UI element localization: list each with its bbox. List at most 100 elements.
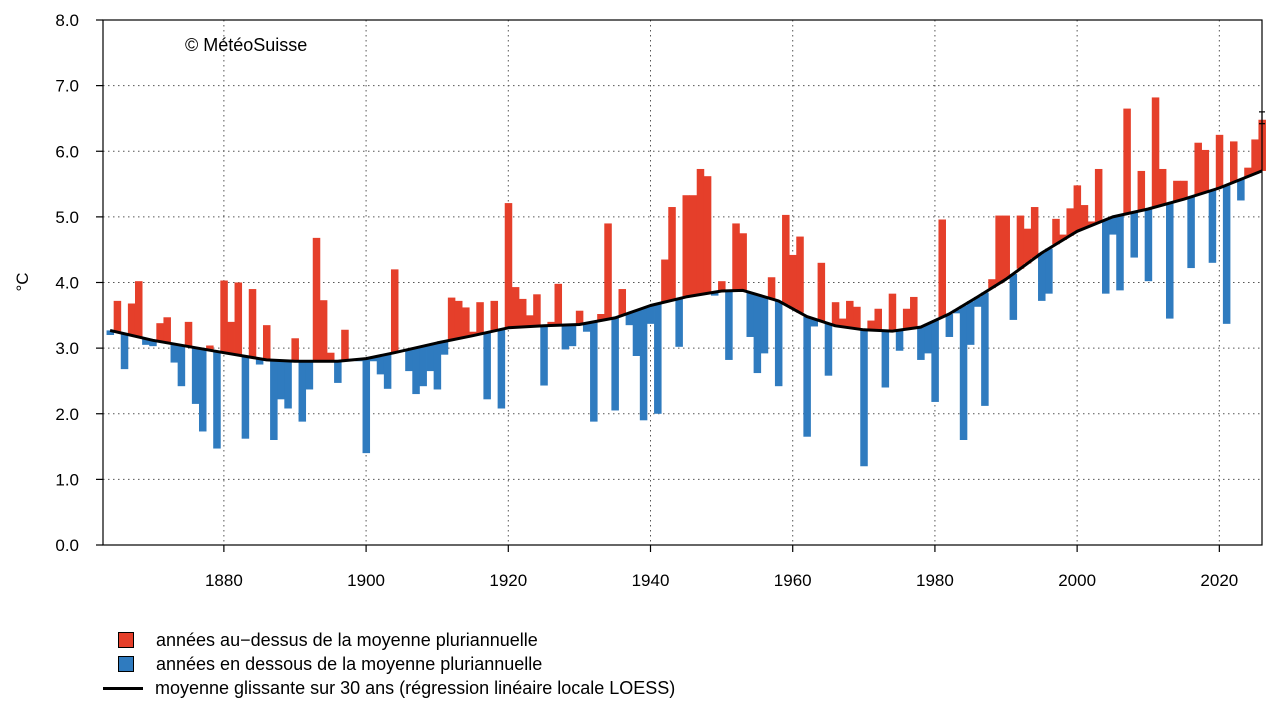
bar-below-1980 — [931, 320, 939, 402]
bar-above-2020 — [1215, 134, 1224, 188]
legend-label-below: années en dessous de la moyenne pluriann… — [156, 653, 543, 674]
bar-below-1995 — [1038, 252, 1046, 301]
bar-above-1968 — [846, 300, 854, 328]
bar-above-1914 — [462, 307, 470, 338]
legend-label-above: années au−dessus de la moyenne pluriannu… — [156, 629, 538, 650]
bar-below-1940 — [646, 305, 655, 324]
bar-above-2003 — [1094, 168, 1103, 223]
bar-below-1965 — [824, 323, 833, 376]
bar-above-1977 — [910, 296, 918, 329]
bar-above-1967 — [838, 318, 847, 327]
bar-above-1920 — [504, 203, 513, 328]
bar-below-2005 — [1109, 216, 1117, 235]
bar-below-1906 — [405, 349, 413, 372]
bar-above-1981 — [938, 219, 946, 318]
bar-below-1929 — [568, 324, 577, 347]
bar-below-1883 — [241, 356, 250, 439]
bar-below-1944 — [675, 298, 683, 347]
y-tick-label: 3.0 — [55, 339, 79, 358]
bar-above-1988 — [988, 279, 996, 289]
bar-below-1985 — [966, 301, 975, 345]
bar-below-1873 — [170, 343, 179, 363]
bar-above-1974 — [888, 293, 897, 332]
bar-below-1996 — [1045, 248, 1053, 294]
bar-below-1935 — [611, 317, 619, 411]
bar-above-1969 — [853, 306, 861, 329]
bar-above-2007 — [1123, 108, 1131, 214]
bar-above-1976 — [902, 308, 911, 330]
bar-below-1938 — [632, 310, 641, 356]
bar-below-1919 — [497, 329, 506, 409]
bar-below-1983 — [952, 309, 961, 314]
bar-above-1946 — [689, 195, 698, 296]
bar-above-1881 — [227, 321, 235, 354]
bar-below-1931 — [582, 323, 591, 332]
y-tick-label: 7.0 — [55, 77, 79, 96]
bar-above-1961 — [796, 236, 804, 313]
bar-above-2012 — [1158, 168, 1167, 206]
bar-below-1864 — [106, 330, 115, 335]
axes-group: 0.0 1.0 2.0 3.0 4.0 5.0 6.0 7.0 8.0 1880 1900 1920 1… — [55, 11, 1263, 590]
bar-above-1992 — [1016, 215, 1025, 269]
legend-swatch-above — [118, 632, 134, 648]
bar-below-1932 — [590, 321, 598, 422]
copyright-label: © MétéoSuisse — [185, 35, 307, 55]
bar-above-1912 — [447, 297, 456, 340]
bar-below-1956 — [760, 296, 769, 354]
bar-above-1927 — [554, 283, 563, 326]
bar-below-1900 — [362, 358, 371, 454]
trend-line — [109, 169, 1263, 363]
bar-above-2022 — [1230, 141, 1238, 183]
bar-above-1904 — [390, 269, 399, 353]
bar-below-1962 — [803, 316, 811, 437]
bar-above-2014 — [1173, 180, 1181, 202]
bar-below-2016 — [1187, 196, 1195, 269]
bar-below-1870 — [149, 340, 157, 347]
bar-above-1865 — [113, 300, 122, 333]
legend-swatch-below — [118, 656, 134, 672]
bar-below-1991 — [1009, 273, 1018, 320]
bar-below-1949 — [710, 292, 719, 296]
bar-below-1891 — [298, 361, 307, 422]
bar-below-1888 — [277, 360, 285, 400]
bar-below-1866 — [120, 333, 129, 370]
bars-group — [106, 97, 1266, 467]
bar-below-1910 — [433, 342, 442, 390]
bar-below-1907 — [412, 347, 420, 395]
bar-above-2017 — [1194, 142, 1202, 195]
bar-below-1928 — [561, 325, 570, 350]
bar-above-1959 — [782, 214, 790, 305]
bar-above-1923 — [526, 315, 534, 327]
bar-above-1936 — [618, 289, 627, 316]
y-axis-label: °C — [13, 272, 32, 291]
bar-below-1889 — [284, 360, 292, 409]
bar-below-1903 — [383, 354, 392, 389]
bar-above-1990 — [1002, 215, 1010, 280]
bar-above-1921 — [511, 287, 520, 328]
bar-below-1901 — [369, 357, 378, 362]
bar-above-1957 — [767, 277, 776, 299]
bar-above-1872 — [163, 317, 171, 343]
x-tick-label: 2020 — [1200, 571, 1238, 590]
bar-above-1933 — [597, 314, 605, 321]
bar-below-1896 — [334, 361, 342, 383]
y-tick-label: 5.0 — [55, 208, 79, 227]
bar-above-1916 — [476, 302, 484, 335]
bar-above-1953 — [739, 233, 747, 291]
bar-above-1947 — [696, 168, 705, 295]
x-tick-label: 1980 — [916, 571, 954, 590]
bar-above-1997 — [1052, 218, 1060, 245]
bar-above-2015 — [1180, 180, 1188, 200]
bar-below-1987 — [981, 292, 989, 406]
bar-below-1955 — [753, 294, 762, 374]
bar-below-1979 — [924, 323, 932, 354]
bar-below-1877 — [198, 348, 207, 432]
bar-above-2024 — [1244, 167, 1252, 177]
bar-below-2010 — [1144, 209, 1153, 282]
bar-above-1867 — [127, 303, 136, 336]
y-tick-label: 8.0 — [55, 11, 79, 30]
bar-above-2001 — [1080, 205, 1089, 229]
bar-below-1937 — [625, 312, 634, 326]
bar-below-1954 — [746, 292, 755, 337]
bar-above-1960 — [789, 254, 797, 309]
